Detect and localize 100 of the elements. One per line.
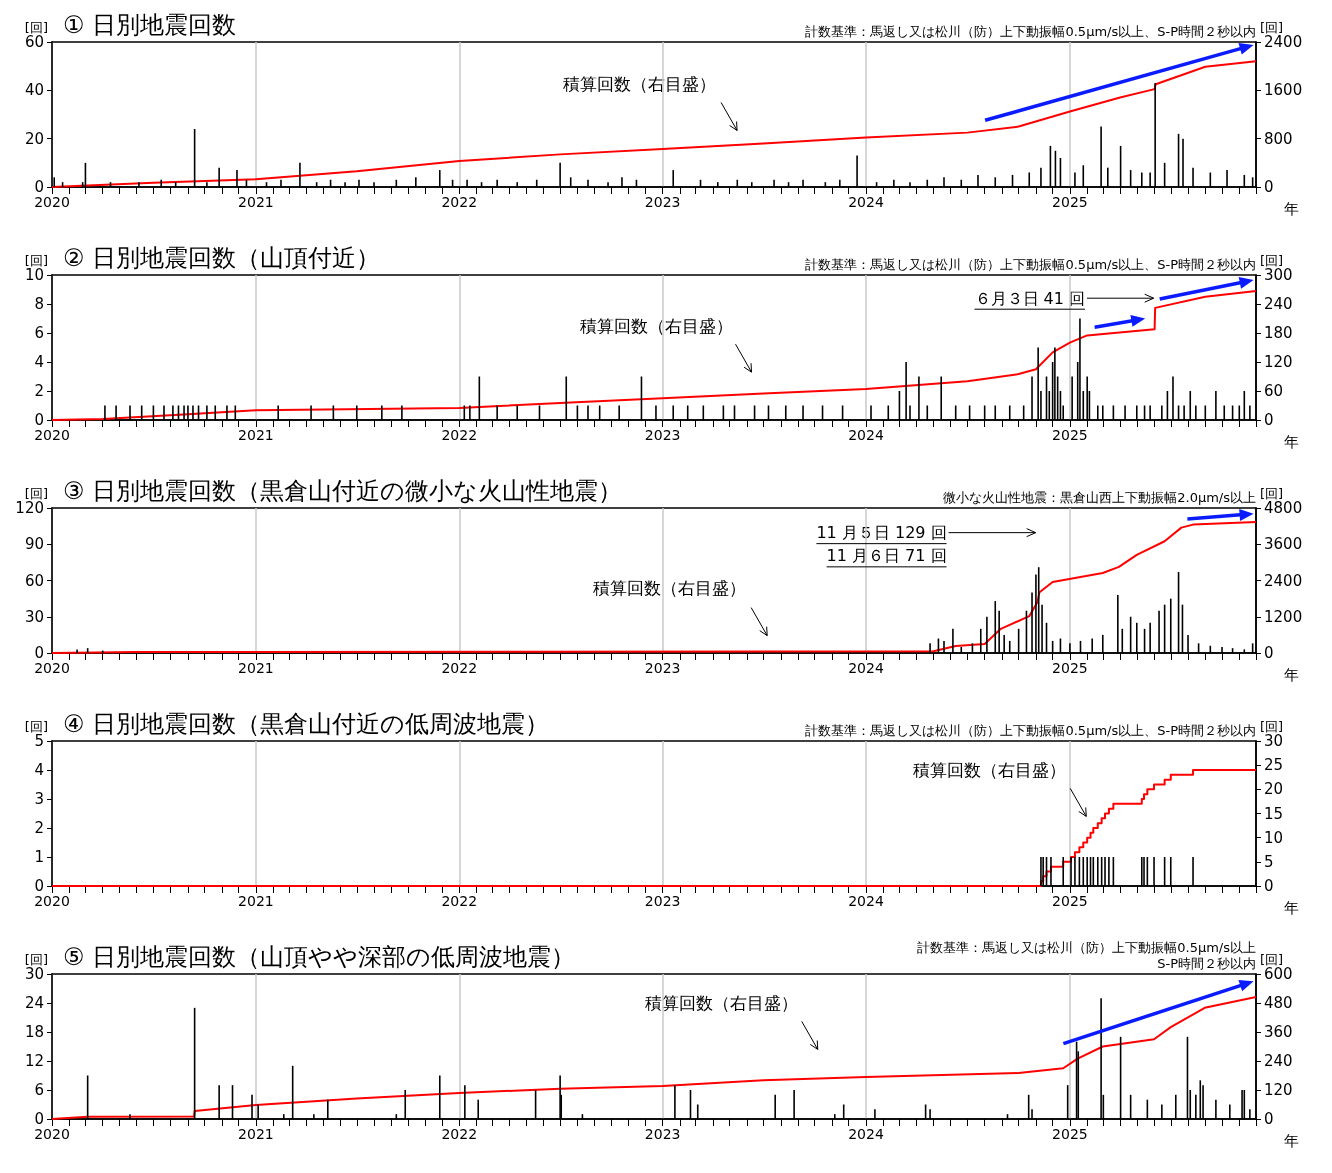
x-tick-label: 2024: [848, 660, 884, 676]
chart-title: ③ 日別地震回数（黒倉山付近の微小な火山性地震）: [63, 477, 623, 505]
x-tick-label: 2020: [34, 427, 70, 443]
x-tick-label: 2025: [1052, 660, 1088, 676]
y2-tick-label: 0: [1264, 1110, 1274, 1128]
y2-tick-label: 1600: [1264, 81, 1303, 100]
y2-tick-label: 360: [1264, 1023, 1293, 1041]
text: 計数基準：馬返し又は松川（防）上下動振幅0.5μm/s以上、S-P時間２秒以内: [805, 256, 1256, 272]
y2-tick-label: 2400: [1264, 571, 1303, 590]
x-tick-label: 2020: [34, 1126, 70, 1142]
y2-tick-label: 480: [1264, 994, 1293, 1012]
y2-tick-label: 30: [1264, 732, 1284, 750]
y-axis-title: [回]: [24, 253, 48, 268]
x-tick-label: 2024: [848, 427, 884, 443]
x-tick-label: 2024: [848, 194, 884, 210]
x-tick-label: 2020: [34, 194, 70, 210]
y-tick-label: 8: [34, 295, 44, 313]
y-tick-label: 90: [24, 535, 44, 554]
y-tick-label: 120: [15, 499, 44, 517]
annotation: 積算回数（右目盛）: [913, 760, 1067, 780]
y-axis-title: [回]: [24, 719, 48, 734]
y-tick-label: 20: [24, 129, 44, 148]
y-tick-label: 6: [34, 1081, 44, 1099]
x-tick-label: 2023: [644, 1126, 681, 1142]
y-tick-label: 2: [34, 382, 44, 400]
y-axis-title: [回]: [24, 20, 48, 35]
x-tick-label: 2021: [238, 893, 274, 909]
y2-tick-label: 2400: [1264, 33, 1303, 51]
y2-axis-title: [回]: [1260, 486, 1284, 501]
y-tick-label: 0: [34, 877, 44, 895]
annotation: 積算回数（右目盛）: [593, 577, 747, 598]
annotation: 積算回数（右目盛）: [563, 74, 717, 95]
y2-tick-label: 240: [1264, 1052, 1293, 1070]
chart-title: ② 日別地震回数（山頂付近）: [63, 244, 381, 272]
y2-tick-label: 10: [1264, 828, 1284, 847]
x-tick-label: 2021: [238, 1126, 274, 1142]
x-axis-title: 年: [1284, 898, 1299, 917]
x-tick-label: 2024: [848, 1126, 884, 1142]
x-tick-label: 2022: [441, 660, 478, 676]
x-tick-label: 2023: [644, 194, 681, 210]
y-tick-label: 3: [34, 790, 44, 808]
x-tick-label: 2024: [848, 893, 884, 909]
x-axis-title: 年: [1284, 1131, 1299, 1150]
y2-tick-label: 4800: [1264, 499, 1303, 517]
x-tick-label: 2022: [441, 1126, 478, 1142]
y2-tick-label: 120: [1264, 1081, 1293, 1099]
y-tick-label: 6: [34, 324, 44, 342]
y-tick-label: 0: [34, 644, 44, 662]
y2-tick-label: 120: [1264, 353, 1293, 371]
y-tick-label: 5: [34, 732, 44, 750]
x-axis-title: 年: [1284, 432, 1299, 451]
y2-tick-label: 15: [1264, 804, 1284, 823]
x-tick-label: 2020: [34, 660, 70, 676]
x-tick-label: 2021: [238, 660, 274, 676]
y2-tick-label: 1200: [1264, 607, 1303, 626]
x-tick-label: 2023: [644, 893, 681, 909]
x-tick-label: 2021: [238, 427, 274, 443]
y2-tick-label: 0: [1264, 644, 1274, 662]
y2-tick-label: 300: [1264, 266, 1293, 284]
y-tick-label: 30: [24, 607, 44, 626]
x-tick-label: 2021: [238, 194, 274, 210]
y2-tick-label: 0: [1264, 877, 1274, 895]
x-tick-label: 2023: [644, 660, 681, 676]
y2-tick-label: 800: [1264, 129, 1293, 148]
y-tick-label: 0: [34, 411, 44, 429]
x-tick-label: 2022: [441, 893, 478, 909]
y-axis-title: [回]: [24, 486, 48, 501]
y-tick-label: 1: [34, 848, 44, 866]
annotation: 積算回数（右目盛）: [579, 315, 733, 336]
x-axis-title: 年: [1284, 665, 1299, 684]
chart-title: ④ 日別地震回数（黒倉山付近の低周波地震）: [63, 710, 550, 738]
annotation: 積算回数（右目盛）: [644, 993, 798, 1013]
y2-tick-label: 180: [1264, 324, 1293, 342]
x-tick-label: 2025: [1052, 893, 1088, 909]
x-tick-label: 2022: [441, 427, 478, 443]
x-tick-label: 2023: [644, 427, 681, 443]
y-tick-label: 4: [34, 353, 44, 371]
annotation: 11 月６日 71 回: [826, 546, 947, 566]
y-tick-label: 60: [24, 33, 44, 51]
chart-title: ① 日別地震回数: [63, 11, 237, 39]
y-tick-label: 0: [34, 1110, 44, 1128]
annotation: ６月３日 41 回: [974, 288, 1086, 308]
y-tick-label: 12: [24, 1052, 44, 1070]
x-tick-label: 2025: [1052, 1126, 1088, 1142]
y2-tick-label: 60: [1264, 382, 1284, 400]
y-tick-label: 60: [24, 571, 44, 590]
y-tick-label: 2: [34, 819, 44, 837]
y2-tick-label: 25: [1264, 756, 1284, 775]
text: 計数基準：馬返し又は松川（防）上下動振幅0.5μm/s以上 S-P時間２秒以内: [917, 939, 1256, 971]
y-tick-label: 24: [24, 994, 44, 1012]
y2-tick-label: 240: [1264, 295, 1293, 313]
y-tick-label: 10: [24, 266, 44, 284]
x-tick-label: 2025: [1052, 194, 1088, 210]
y2-tick-label: 0: [1264, 411, 1274, 429]
y2-tick-label: 5: [1264, 852, 1274, 871]
text: 微小な火山性地震：黒倉山西上下動振幅2.0μm/s以上: [943, 489, 1256, 505]
y-tick-label: 40: [24, 81, 44, 100]
y2-tick-label: 3600: [1264, 535, 1303, 554]
x-tick-label: 2025: [1052, 427, 1088, 443]
y-tick-label: 30: [24, 965, 44, 983]
